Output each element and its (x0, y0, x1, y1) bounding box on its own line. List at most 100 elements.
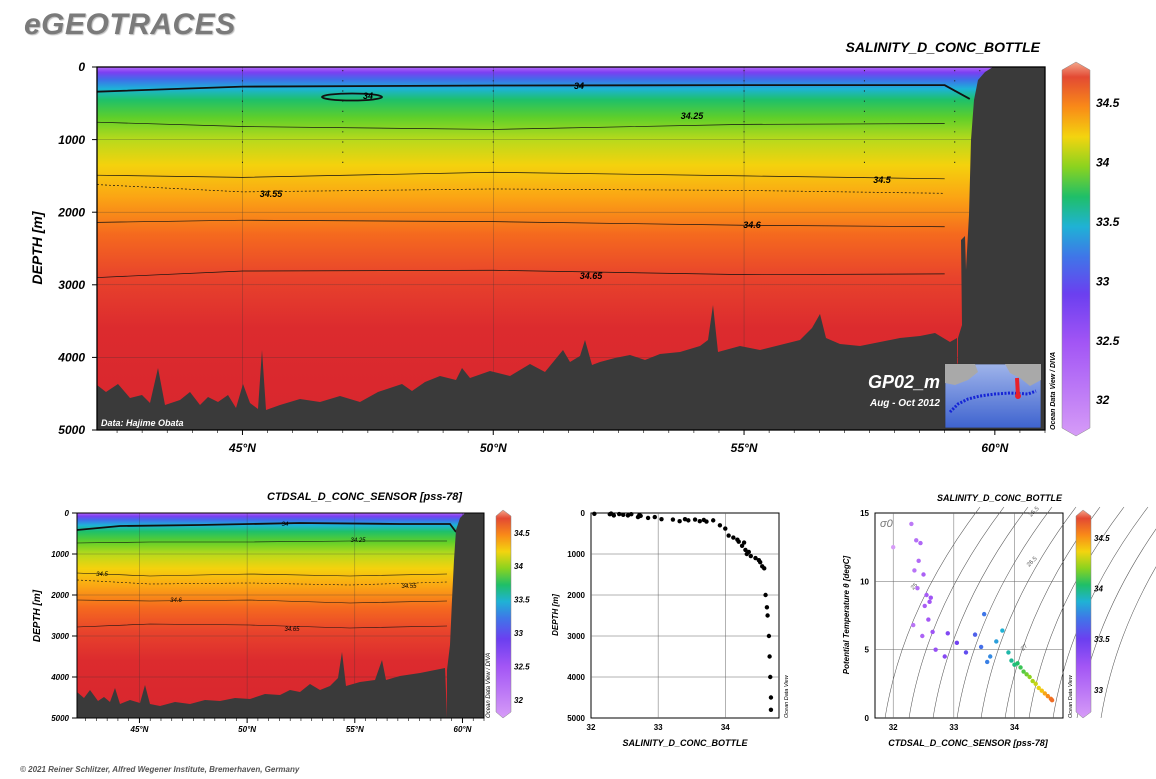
inset-cruise-track (948, 389, 1037, 414)
colorbar-tick-label: 32 (514, 696, 523, 705)
ts-data-point (916, 558, 921, 564)
colorbar-tick-label: 33 (1096, 274, 1110, 288)
contour-label: 34.5 (96, 572, 108, 578)
profile-data-point (748, 553, 753, 559)
contour-label: 34.25 (350, 538, 366, 544)
ts-data-point (981, 611, 987, 617)
profile-points (592, 511, 774, 712)
isopycnal-curve (1100, 566, 1156, 719)
ts-data-point (924, 592, 929, 598)
colorbar-tick-label: 33 (514, 629, 523, 638)
ts-data-point (954, 640, 960, 646)
ts-data-point (909, 521, 914, 527)
y-tick-label: 4000 (50, 673, 69, 682)
profile-data-point (704, 519, 709, 524)
main-colorbar (1061, 61, 1091, 437)
ts-data-point (1036, 685, 1041, 691)
ctd-side-label: Ocean Data View / DIVA (486, 653, 492, 718)
contour-label: 34 (574, 81, 584, 91)
x-tick-label: 55°N (346, 725, 364, 734)
ts-points (890, 521, 1055, 703)
ts-data-point (1049, 698, 1055, 703)
profile-y-axis-label: DEPTH [m] (551, 594, 560, 636)
main-section-title: SALINITY_D_CONC_BOTTLE (846, 39, 1041, 55)
colorbar-tick-label: 32.5 (514, 662, 530, 671)
x-tick-label: 32 (587, 723, 596, 732)
brand-logo-text: eGEOTRACES (24, 8, 236, 41)
profile-data-point (736, 539, 741, 544)
ctd-contours: 34 34.25 34.5 34.55 34.6 34.65 (76, 522, 457, 633)
profile-data-point (763, 592, 768, 598)
ts-colorbar-ticks: 34.5 34 33.5 33 (1094, 534, 1110, 695)
inset-section-end (1015, 393, 1021, 399)
profile-data-point (731, 535, 736, 540)
profile-data-point (670, 517, 676, 522)
main-x-axis: 45°N 50°N 55°N 60°N (116, 430, 1046, 455)
inset-section-highlight (1015, 377, 1020, 397)
ts-data-point (1000, 628, 1005, 633)
x-tick-label: 60°N (454, 725, 472, 734)
profile-data-point (766, 633, 772, 639)
colorbar-tick-label: 34 (1096, 156, 1110, 170)
contour-line (96, 121, 945, 130)
x-tick-label: 45°N (228, 441, 256, 455)
colorbar-tick-label: 33 (1094, 686, 1103, 695)
ts-data-point (928, 595, 933, 600)
contour-label: 34.65 (284, 627, 300, 633)
main-y-axis-label: DEPTH [m] (29, 210, 45, 284)
ts-data-point (922, 603, 927, 609)
x-tick-label: 32 (889, 723, 898, 732)
x-tick-label: 55°N (731, 441, 758, 455)
profile-data-point (682, 516, 688, 522)
main-y-axis: 0 1000 2000 3000 4000 5000 (57, 60, 97, 437)
ts-data-point (988, 654, 993, 659)
x-tick-label: 34 (1010, 723, 1019, 732)
profile-x-axis-label: SALINITY_D_CONC_BOTTLE (622, 738, 748, 748)
profile-data-point (686, 518, 691, 523)
contour-line (96, 219, 945, 228)
ctd-y-axis-label: DEPTH [m] (32, 589, 43, 642)
profile-y-axis: 0 1000 2000 3000 4000 5000 (567, 509, 585, 723)
inset-cruise-id: GP02_m (868, 372, 940, 392)
isopycnal-curve (908, 506, 1005, 719)
profile-data-point (677, 519, 682, 524)
profile-data-point (611, 513, 617, 518)
ts-data-point (1042, 691, 1048, 696)
contour-line (76, 540, 447, 544)
ts-data-point (920, 633, 925, 639)
contour-label: 34.5 (873, 175, 892, 185)
contour-label: 34.6 (743, 220, 762, 230)
ts-side-label: Ocean Data View (1068, 674, 1074, 718)
x-tick-label: 33 (654, 723, 663, 732)
isopycnal-curve (980, 506, 1077, 719)
y-tick-label: 0 (65, 509, 70, 518)
profile-data-point (711, 518, 716, 523)
y-tick-label: 0 (78, 60, 85, 74)
main-colorbar-ticks: 34.5 34 33.5 33 32.5 32 (1096, 96, 1120, 407)
isopycnal-curve (1028, 506, 1125, 719)
y-tick-label: 3000 (51, 632, 69, 641)
profile-plot: 0 1000 2000 3000 4000 5000 32 33 34 SALINITY_D_… (551, 509, 790, 748)
ts-frame (874, 512, 1064, 719)
profile-data-point (723, 526, 728, 531)
isopycnal-curve (956, 506, 1053, 719)
profile-data-point (767, 654, 772, 659)
profile-data-point (592, 511, 597, 517)
colorbar-tick-label: 34 (1094, 584, 1103, 593)
ts-data-point (1006, 650, 1011, 655)
main-frame (96, 66, 1046, 431)
profile-data-point (743, 547, 748, 553)
ts-y-axis: 0 5 10 15 (860, 509, 869, 723)
ts-data-point (890, 544, 896, 550)
colorbar-tick-label: 33.5 (514, 596, 530, 605)
x-tick-label: 60°N (981, 441, 1008, 455)
y-tick-label: 3000 (58, 278, 85, 292)
profile-data-point (617, 511, 622, 517)
contour-line (76, 572, 448, 577)
ts-data-point (1033, 681, 1038, 687)
ctd-frame (76, 512, 485, 719)
profile-data-point (741, 540, 747, 545)
y-tick-label: 4000 (57, 351, 85, 365)
colorbar-tick-label: 34.5 (1094, 534, 1110, 543)
